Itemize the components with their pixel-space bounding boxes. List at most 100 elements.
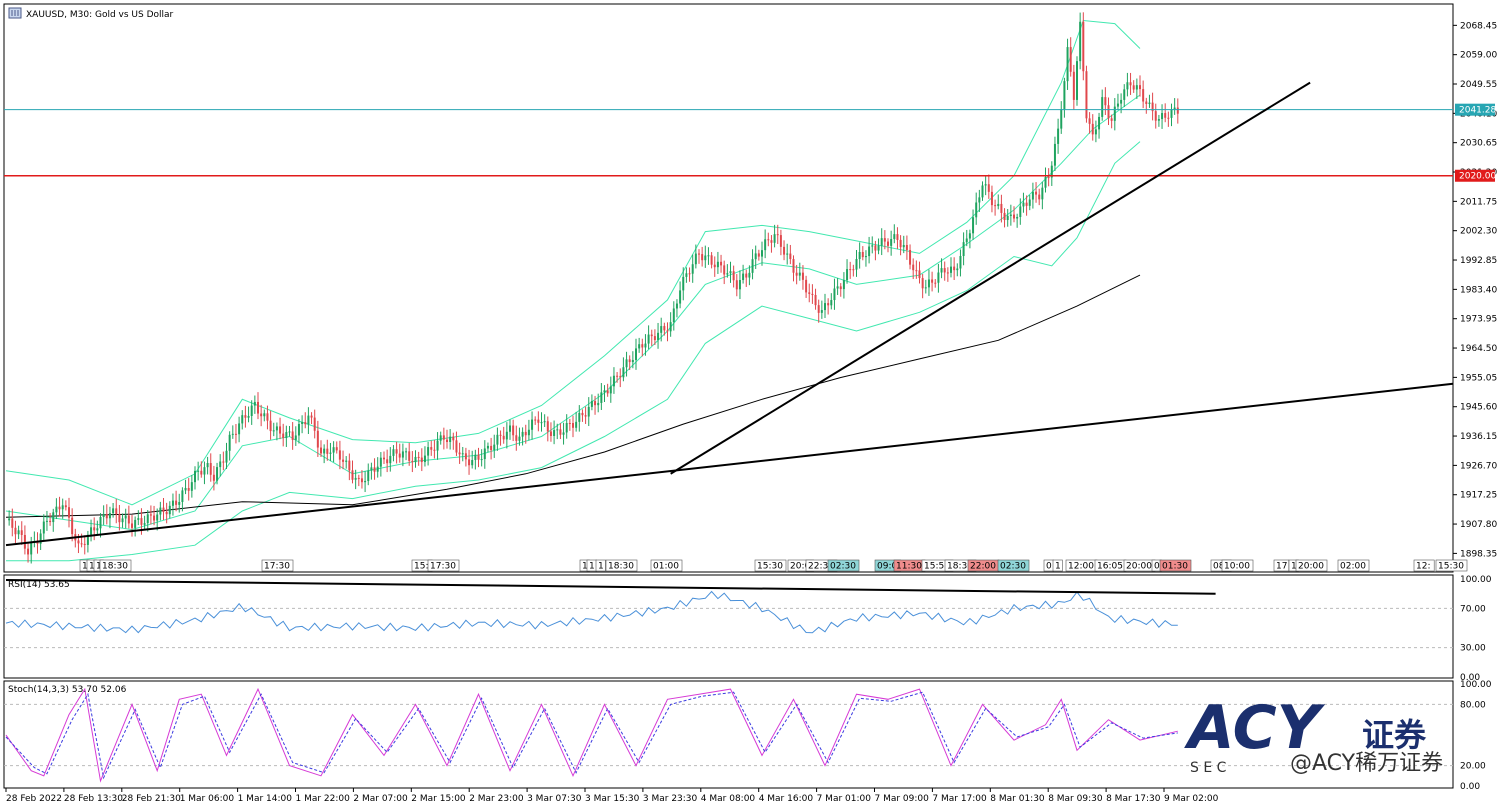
event-marker-label: 01:30 [1162,562,1188,572]
candle-body [1101,97,1104,117]
candle-body [1003,212,1006,220]
time-tick-label: 8 Mar 01:30 [990,794,1045,804]
candle-body [628,359,631,363]
event-marker-box [1413,559,1435,572]
candle-body [282,433,285,439]
candle-body [723,265,726,275]
candle-body [285,432,288,439]
candle-body [480,459,483,461]
candle-body [896,234,899,240]
candle-body [786,253,789,255]
candle-body [238,423,241,435]
candle-body [965,238,968,243]
candle-body [666,330,669,332]
candle-body [594,401,597,406]
candle-body [1142,89,1145,102]
candle-body [209,463,212,475]
stoch-label: Stoch(14,3,3) 53.70 52.06 [8,685,127,695]
candle-body [354,477,357,480]
candle-body [704,255,707,261]
event-marker-label: 11:30 [896,562,922,572]
candle-body [395,449,398,454]
candle-body [486,445,489,449]
candle-body [720,261,723,266]
candle-body [370,467,373,471]
candle-body [937,272,940,283]
candle-body [726,273,729,275]
candle-body [477,454,480,460]
candle-body [313,417,316,431]
candle-body [638,344,641,349]
candle-body [212,474,215,481]
event-marker-label: 1 [82,562,88,572]
candle-body [112,508,115,514]
candle-body [905,244,908,250]
candle-body [493,444,496,451]
event-marker-label: 10:00 [1224,562,1250,572]
event-marker-label: 18:30 [608,562,634,572]
candle-body [663,326,666,331]
candle-body [899,239,902,248]
bollinger-upper [5,19,1141,506]
candle-body [1013,214,1015,219]
main-panel-frame [3,3,1454,573]
candle-body [770,240,773,243]
candle-body [288,431,291,433]
candle-body [531,419,534,430]
candle-body [257,401,259,414]
candle-body [751,259,754,273]
candle-body [773,234,776,243]
event-marker-label: 09:0 [877,562,897,572]
event-marker-label: 22:30 [808,562,834,572]
candle-body [820,310,823,313]
logo-brand: ACY [1184,693,1326,763]
time-tick-label: 7 Mar 09:00 [875,794,930,804]
candle-body [565,422,568,433]
candle-body [713,264,716,268]
event-marker-label: 17:30 [430,562,456,572]
candle-body [672,308,675,323]
candle-body [279,426,282,434]
price-tick-label: 1917.25 [1460,491,1497,501]
candle-body [921,278,924,289]
symbol-title: XAUUSD, M30: Gold vs US Dollar [26,10,174,20]
candle-body [701,254,704,261]
event-marker-label: 1 [89,562,95,572]
rsi-line [5,590,1178,634]
candle-body [994,205,997,207]
candle-body [108,513,111,519]
candle-body [918,270,921,279]
candle-body [1167,117,1170,119]
candle-body [420,457,423,463]
price-tick-label: 1936.15 [1460,432,1497,442]
candle-body [972,217,975,234]
candle-body [1009,214,1012,216]
event-marker-label: 16:05 [1097,562,1123,572]
event-marker-label: 1 [1055,562,1061,572]
event-marker-label: 1 [1291,562,1297,572]
candle-body [698,253,700,255]
candle-body [518,436,521,441]
candle-body [644,343,647,348]
candle-body [509,425,511,432]
candle-body [827,303,830,306]
event-marker-label: 02:30 [1000,562,1026,572]
candle-body [808,292,811,294]
time-tick-label: 3 Mar 15:30 [585,794,640,804]
event-marker-label: 1 [582,562,588,572]
stoch-tick-label: 20.00 [1460,762,1486,772]
candle-body [1063,81,1066,110]
candle-body [17,530,20,535]
candle-body [439,435,442,441]
candle-body [934,282,937,284]
event-marker-box [605,559,638,572]
candle-body [77,540,80,544]
candle-body [1047,177,1050,179]
candle-body [855,258,858,270]
event-marker-label: 02:30 [830,562,856,572]
candle-body [86,534,89,545]
candle-body [326,448,329,454]
candle-body [253,401,256,406]
candle-body [858,251,861,259]
